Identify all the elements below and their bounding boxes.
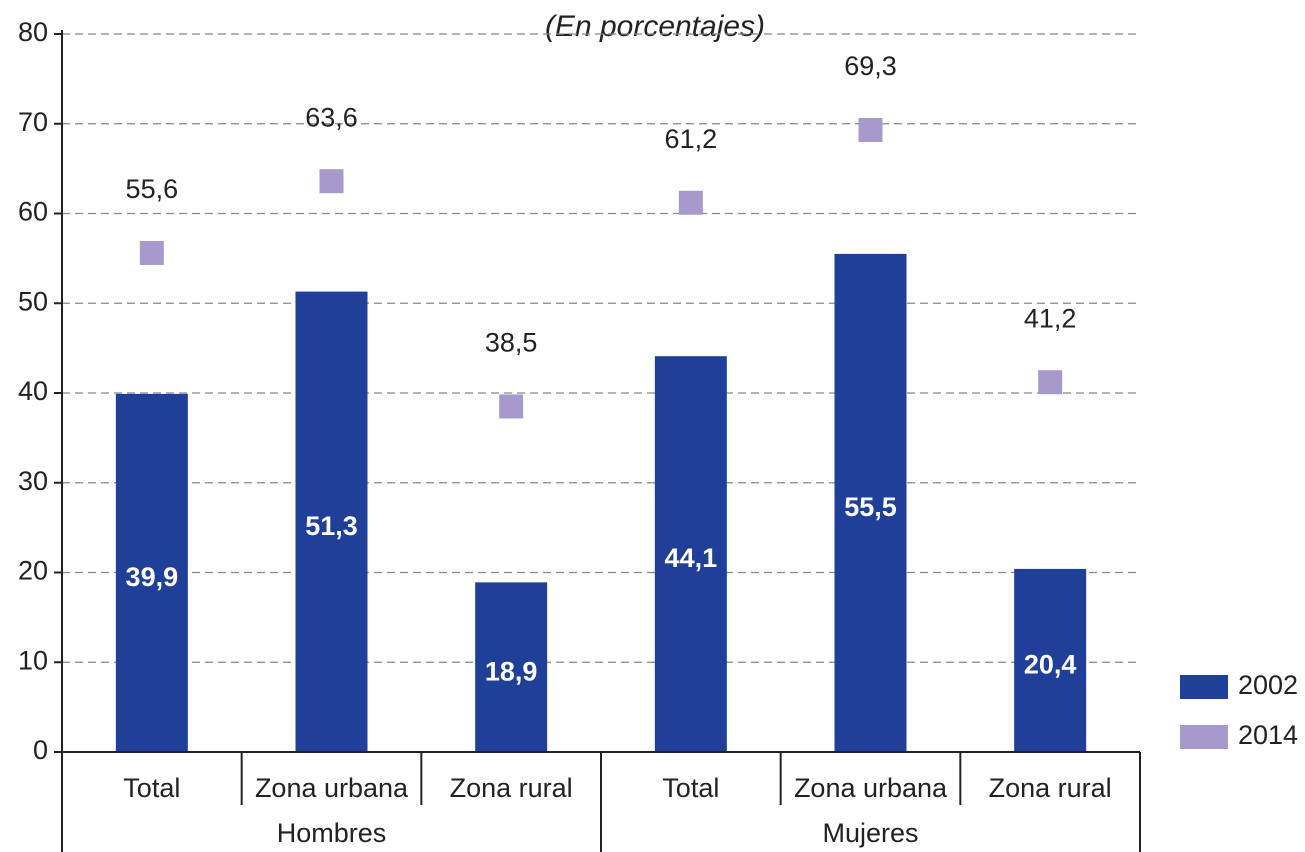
legend-swatch [1180,725,1228,749]
value-label: 20,4 [1024,650,1077,680]
x-tick-label: Total [662,773,719,803]
value-label: 55,5 [844,492,897,522]
value-label: 39,9 [126,562,179,592]
y-tick-label: 30 [18,466,48,496]
bar [834,253,907,752]
group-label: Hombres [277,818,387,848]
value-label: 41,2 [1024,303,1077,333]
y-tick-label: 10 [18,645,48,675]
marker [678,190,703,215]
marker [499,394,524,419]
marker [319,169,344,194]
legend-label: 2014 [1238,720,1298,750]
x-tick-label: Zona urbana [255,773,409,803]
value-label: 18,9 [485,656,538,686]
value-label: 44,1 [665,543,718,573]
group-label: Mujeres [822,818,918,848]
y-tick-label: 80 [18,17,48,47]
value-label: 38,5 [485,328,538,358]
marker [1038,370,1063,395]
x-tick-label: Zona rural [989,773,1112,803]
legend-label: 2002 [1238,670,1298,700]
x-tick-label: Total [123,773,180,803]
value-label: 51,3 [305,511,358,541]
bar [654,356,727,752]
chart-subtitle: (En porcentajes) [545,10,765,43]
x-tick-label: Zona urbana [794,773,948,803]
value-label: 55,6 [126,174,179,204]
value-label: 69,3 [844,51,897,81]
legend-swatch [1180,675,1228,699]
value-label: 61,2 [665,124,718,154]
y-tick-label: 50 [18,286,48,316]
y-tick-label: 20 [18,556,48,586]
bar [1014,568,1087,752]
y-tick-label: 70 [18,107,48,137]
bar [475,582,548,752]
value-label: 63,6 [305,102,358,132]
y-tick-label: 0 [33,735,48,765]
marker [139,240,164,265]
bar [295,291,368,752]
marker [858,118,883,143]
bar [115,393,188,752]
y-tick-label: 60 [18,197,48,227]
y-tick-label: 40 [18,376,48,406]
x-tick-label: Zona rural [450,773,573,803]
